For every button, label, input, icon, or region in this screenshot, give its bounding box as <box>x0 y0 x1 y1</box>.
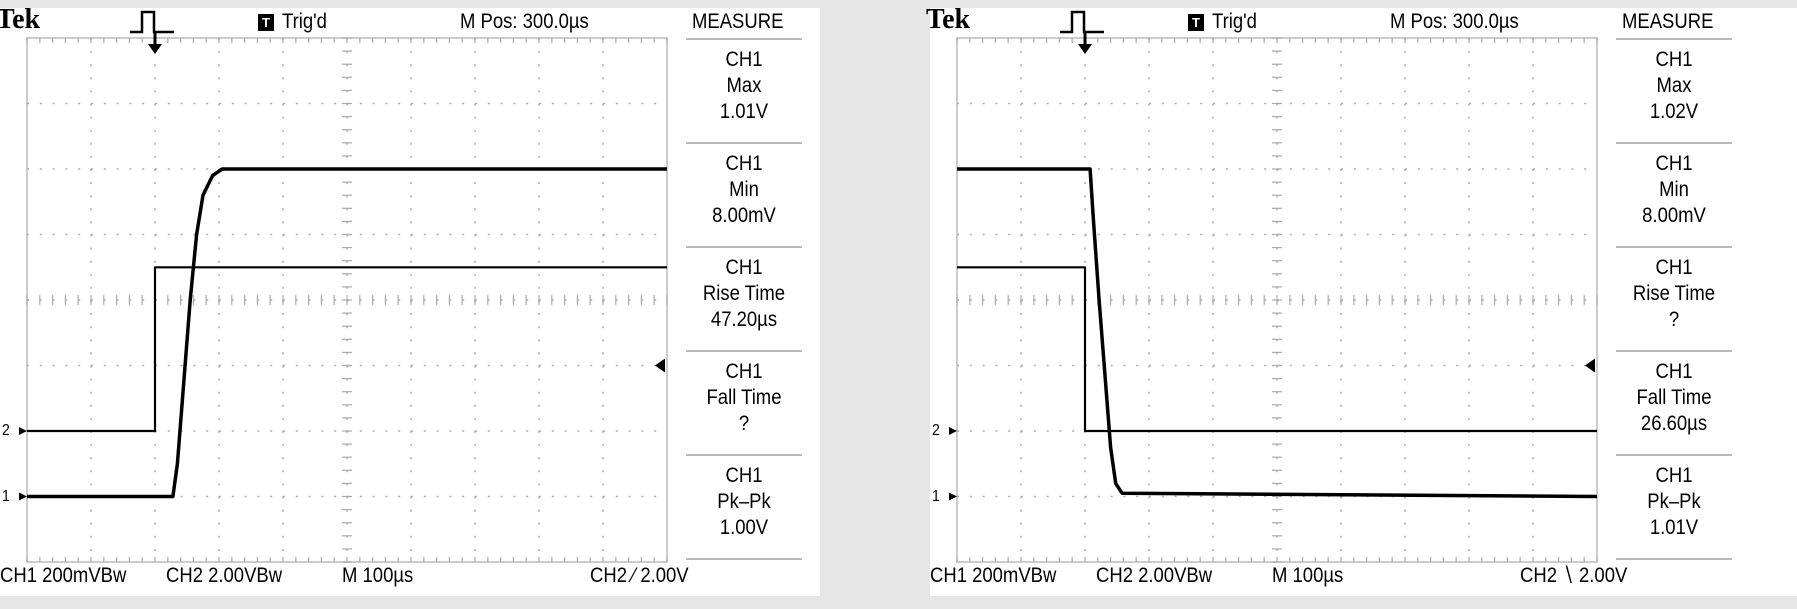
trig-state-icon: T <box>258 14 274 31</box>
measure-name: Min <box>1659 178 1689 201</box>
measure-channel: CH1 <box>725 360 763 383</box>
trigger-position-arrow-icon <box>1078 32 1092 54</box>
measure-channel: CH1 <box>725 48 763 71</box>
measure-value: 26.60µs <box>1640 412 1708 435</box>
ch1-ground-arrow-icon <box>19 492 27 501</box>
trigger-level-arrow-icon <box>1585 358 1595 373</box>
ch1-scale: CH1 200mVBᴡ <box>0 564 127 587</box>
measure-separator <box>686 558 802 560</box>
measure-value: 1.02V <box>1649 100 1699 123</box>
ch1-ground-marker: 1 <box>2 488 10 505</box>
measure-panel: CH1 Max 1.02V CH1 Min 8.00mV CH1 Rise Time? CH1 F… <box>1616 38 1732 568</box>
ch1-ground-arrow-icon <box>949 492 957 501</box>
measure-name: Pk–Pk <box>1647 490 1701 513</box>
measure-channel: CH1 <box>1655 464 1693 487</box>
measure-separator <box>1616 454 1732 456</box>
measure-name: Rise Time <box>702 282 786 305</box>
trigger-level-arrow-icon <box>655 358 665 373</box>
measure-channel: CH1 <box>725 464 763 487</box>
measure-value: ? <box>1668 308 1680 331</box>
measure-name: Max <box>1656 74 1692 97</box>
trigger-state: Trig'd <box>282 10 327 33</box>
ch1-scale: CH1 200mVBᴡ <box>930 564 1057 587</box>
ch1-ground-marker: 1 <box>932 488 940 505</box>
ch2-ground-arrow-icon <box>19 427 27 435</box>
measure-separator <box>686 454 802 456</box>
measure-separator <box>1616 350 1732 352</box>
oscilloscope-screen-right: Tek T Trig'd M Pos: 300.0µs MEASURE 1 2 … <box>926 6 1797 596</box>
trig-state-icon: T <box>1188 14 1204 31</box>
measure-value: ? <box>738 412 750 435</box>
timebase: M 100µs <box>1272 564 1344 587</box>
measure-title: MEASURE <box>1622 10 1714 33</box>
ch1-trace <box>957 167 1598 499</box>
tek-logo: Tek <box>0 4 41 35</box>
ch2-trace <box>957 266 1597 433</box>
measure-separator <box>1616 38 1732 40</box>
measure-title: MEASURE <box>692 10 784 33</box>
measure-value: 1.00V <box>719 516 769 539</box>
measure-name: Fall Time <box>1636 386 1712 409</box>
measure-separator <box>686 38 802 40</box>
measure-channel: CH1 <box>1655 360 1693 383</box>
measure-separator <box>1616 246 1732 248</box>
pulse-trigger-icon <box>130 10 174 34</box>
measure-channel: CH1 <box>1655 256 1693 279</box>
m-pos: M Pos: 300.0µs <box>460 10 589 33</box>
measure-name: Max <box>726 74 762 97</box>
measure-channel: CH1 <box>1655 48 1693 71</box>
ch2-scale: CH2 2.00VBᴡ <box>166 564 283 587</box>
measure-separator <box>686 246 802 248</box>
ch2-ground-arrow-icon <box>949 427 957 435</box>
measure-channel: CH1 <box>725 256 763 279</box>
waveform-display <box>19 32 668 563</box>
waveform-display <box>949 32 1598 563</box>
timebase: M 100µs <box>342 564 414 587</box>
measure-name: Rise Time <box>1632 282 1716 305</box>
oscilloscope-screen-left: Tek T Trig'd M Pos: 300.0µs MEASURE 1 2 … <box>0 4 820 596</box>
measure-name: Min <box>729 178 759 201</box>
measure-channel: CH1 <box>1655 152 1693 175</box>
ch2-trace <box>27 266 667 433</box>
measure-value: 8.00mV <box>1642 204 1706 227</box>
measure-separator <box>686 142 802 144</box>
pulse-trigger-icon <box>1060 10 1104 34</box>
tek-logo: Tek <box>926 4 971 35</box>
trigger-position-arrow-icon <box>148 32 162 54</box>
measure-name: Pk–Pk <box>717 490 771 513</box>
ch1-trace <box>27 167 667 499</box>
measure-separator <box>1616 142 1732 144</box>
measure-panel: CH1 Max 1.01V CH1 Min 8.00mV CH1 Rise Time 47.20… <box>686 38 802 568</box>
m-pos: M Pos: 300.0µs <box>1390 10 1519 33</box>
trigger-state: Trig'd <box>1212 10 1257 33</box>
measure-channel: CH1 <box>725 152 763 175</box>
measure-name: Fall Time <box>706 386 782 409</box>
measure-value: 8.00mV <box>712 204 776 227</box>
measure-value: 47.20µs <box>710 308 778 331</box>
measure-value: 1.01V <box>719 100 769 123</box>
trigger-setting: CH2 ∖ 2.00V <box>1520 564 1628 587</box>
measure-separator <box>686 350 802 352</box>
measure-separator <box>1616 558 1732 560</box>
measure-value: 1.01V <box>1649 516 1699 539</box>
ch2-ground-marker: 2 <box>932 422 940 439</box>
ch2-ground-marker: 2 <box>2 422 10 439</box>
trigger-setting: CH2 ∕ 2.00V <box>590 564 689 587</box>
ch2-scale: CH2 2.00VBᴡ <box>1096 564 1213 587</box>
